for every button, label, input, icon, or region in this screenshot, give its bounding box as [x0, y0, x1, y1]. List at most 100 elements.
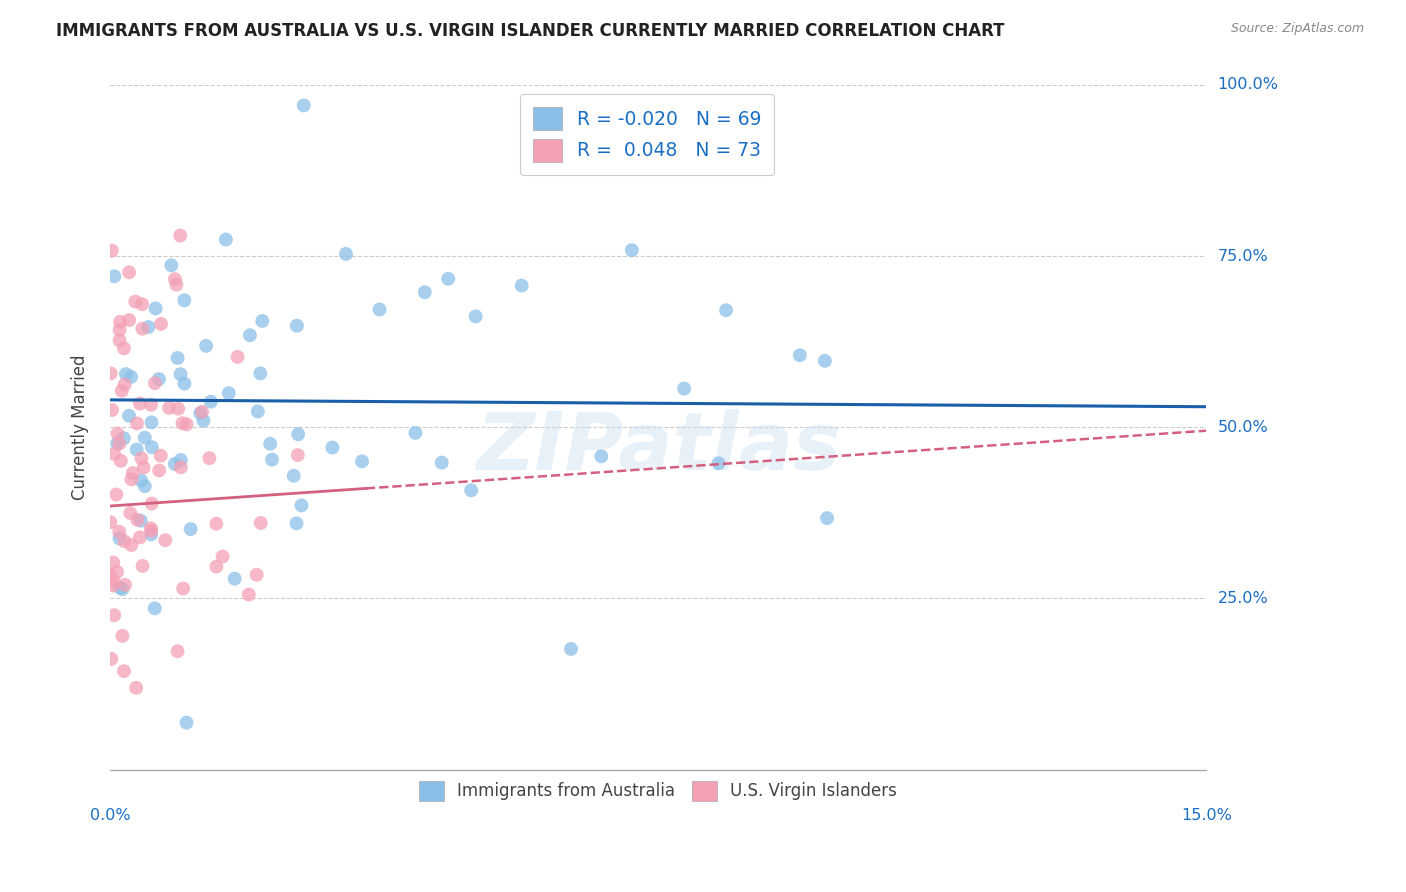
Point: [105, 436, 128, 450]
Text: 50.0%: 50.0%: [1218, 420, 1268, 434]
Point: [139, 521, 162, 535]
Point: [103, 574, 125, 589]
Point: [141, 440, 163, 454]
Point: [238, 588, 260, 602]
Point: [287, 427, 309, 442]
Point: [170, 460, 193, 475]
Point: [404, 425, 426, 440]
Point: [176, 417, 198, 432]
Point: [218, 386, 240, 401]
Point: [246, 404, 269, 418]
Point: [198, 451, 221, 466]
Point: [108, 334, 131, 348]
Point: [224, 572, 246, 586]
Point: [108, 532, 131, 546]
Point: [190, 406, 212, 420]
Text: 0.0%: 0.0%: [90, 808, 131, 823]
Text: 75.0%: 75.0%: [1218, 249, 1268, 264]
Point: [112, 534, 135, 549]
Point: [321, 441, 343, 455]
Point: [103, 447, 125, 461]
Point: [101, 403, 124, 417]
Point: [124, 294, 146, 309]
Point: [155, 533, 177, 548]
Point: [714, 303, 737, 318]
Point: [215, 233, 238, 247]
Point: [100, 367, 122, 381]
Point: [368, 302, 391, 317]
Y-axis label: Currently Married: Currently Married: [72, 354, 89, 500]
Point: [413, 285, 436, 300]
Point: [115, 367, 138, 381]
Point: [134, 431, 156, 445]
Point: [163, 457, 186, 471]
Point: [122, 466, 145, 480]
Point: [707, 456, 730, 470]
Point: [200, 394, 222, 409]
Point: [292, 98, 315, 112]
Point: [290, 499, 312, 513]
Point: [160, 258, 183, 272]
Point: [132, 460, 155, 475]
Point: [191, 405, 214, 419]
Point: [437, 272, 460, 286]
Point: [460, 483, 482, 498]
Point: [112, 342, 135, 356]
Point: [464, 310, 486, 324]
Point: [170, 453, 193, 467]
Point: [108, 436, 131, 450]
Point: [118, 313, 141, 327]
Point: [118, 265, 141, 279]
Point: [141, 524, 163, 538]
Point: [239, 328, 262, 343]
Point: [112, 431, 135, 445]
Point: [149, 449, 172, 463]
Point: [111, 582, 134, 596]
Text: 100.0%: 100.0%: [1218, 78, 1278, 93]
Point: [138, 320, 160, 334]
Text: IMMIGRANTS FROM AUSTRALIA VS U.S. VIRGIN ISLANDER CURRENTLY MARRIED CORRELATION : IMMIGRANTS FROM AUSTRALIA VS U.S. VIRGIN…: [56, 22, 1005, 40]
Point: [143, 601, 166, 615]
Point: [283, 468, 305, 483]
Point: [173, 293, 195, 308]
Point: [173, 376, 195, 391]
Point: [285, 318, 308, 333]
Point: [141, 497, 163, 511]
Point: [814, 354, 837, 368]
Point: [143, 376, 166, 391]
Point: [129, 530, 152, 544]
Point: [129, 474, 152, 488]
Text: 25.0%: 25.0%: [1218, 591, 1268, 606]
Point: [120, 506, 142, 520]
Point: [108, 581, 131, 595]
Point: [591, 450, 613, 464]
Point: [205, 559, 228, 574]
Point: [148, 372, 170, 386]
Point: [335, 247, 357, 261]
Point: [129, 514, 152, 528]
Point: [150, 317, 173, 331]
Point: [125, 417, 148, 431]
Point: [176, 715, 198, 730]
Point: [103, 269, 125, 284]
Point: [105, 565, 128, 579]
Point: [120, 370, 142, 384]
Point: [157, 401, 180, 415]
Point: [169, 368, 191, 382]
Point: [226, 350, 249, 364]
Point: [120, 472, 142, 486]
Point: [430, 456, 453, 470]
Point: [287, 448, 309, 462]
Point: [259, 436, 281, 450]
Point: [98, 568, 121, 582]
Text: ZIPatlas: ZIPatlas: [475, 409, 841, 487]
Point: [620, 243, 643, 257]
Point: [125, 442, 148, 457]
Text: 15.0%: 15.0%: [1181, 808, 1232, 823]
Point: [129, 396, 152, 410]
Point: [111, 384, 134, 398]
Point: [205, 516, 228, 531]
Point: [163, 272, 186, 286]
Point: [285, 516, 308, 531]
Point: [120, 538, 142, 552]
